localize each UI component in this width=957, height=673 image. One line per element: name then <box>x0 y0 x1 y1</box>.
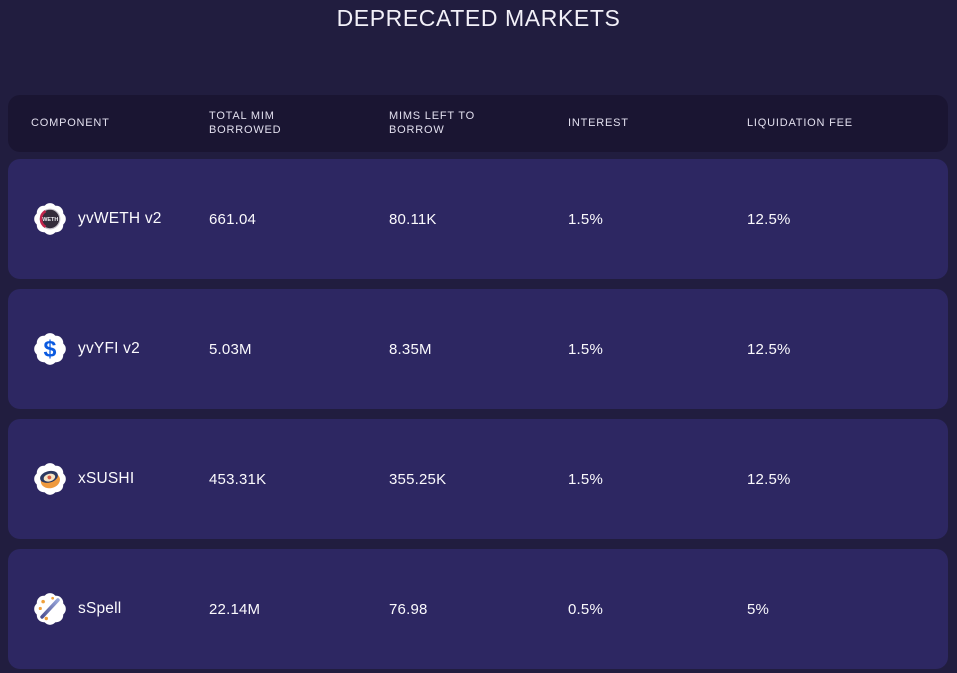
mims-left-to-borrow-value: 355.25K <box>389 470 447 488</box>
liquidation-fee-value: 12.5% <box>747 210 791 228</box>
yvyfi-token-icon: $ <box>34 333 66 365</box>
liquidation-fee-value: 5% <box>747 600 770 618</box>
svg-text:$: $ <box>44 336 57 362</box>
mims-left-to-borrow-value: 80.11K <box>389 210 437 228</box>
component-cell: WETH yvWETH v2 <box>31 200 209 238</box>
xsushi-token-icon <box>34 463 66 495</box>
table-header-row: COMPONENT TOTAL MIM BORROWED MIMS LEFT T… <box>8 95 948 152</box>
sspell-token-icon <box>34 593 66 625</box>
column-header-component: COMPONENT <box>31 116 110 129</box>
mims-left-to-borrow-value: 76.98 <box>389 600 428 618</box>
total-mim-borrowed-value: 453.31K <box>209 470 267 488</box>
component-label: xSUSHI <box>78 470 135 487</box>
mims-left-to-borrow-value: 8.35M <box>389 340 432 358</box>
interest-value: 0.5% <box>568 600 603 618</box>
component-cell: sSpell <box>31 590 209 628</box>
market-row-yvyfi-v2[interactable]: $ yvYFI v2 5.03M 8.35M 1.5% 12.5% <box>8 289 948 409</box>
interest-value: 1.5% <box>568 210 603 228</box>
deprecated-markets-table: COMPONENT TOTAL MIM BORROWED MIMS LEFT T… <box>8 95 948 669</box>
column-header-total-mim-borrowed: TOTAL MIM BORROWED <box>209 109 282 136</box>
component-cell: $ yvYFI v2 <box>31 330 209 368</box>
yvweth-token-icon: WETH <box>34 203 66 235</box>
column-header-interest: INTEREST <box>568 116 629 129</box>
table-body: WETH yvWETH v2 661.04 80.11K 1.5% 12.5% … <box>8 159 948 669</box>
interest-value: 1.5% <box>568 340 603 358</box>
market-row-yvweth-v2[interactable]: WETH yvWETH v2 661.04 80.11K 1.5% 12.5% <box>8 159 948 279</box>
svg-text:WETH: WETH <box>42 217 58 223</box>
column-header-mims-left-to-borrow: MIMS LEFT TO BORROW <box>389 109 476 136</box>
liquidation-fee-value: 12.5% <box>747 340 791 358</box>
page-title: DEPRECATED MARKETS <box>336 5 621 31</box>
total-mim-borrowed-value: 5.03M <box>209 340 252 358</box>
total-mim-borrowed-value: 22.14M <box>209 600 261 618</box>
column-header-liquidation-fee: LIQUIDATION FEE <box>747 116 853 129</box>
component-label: sSpell <box>78 600 122 617</box>
total-mim-borrowed-value: 661.04 <box>209 210 257 228</box>
interest-value: 1.5% <box>568 470 603 488</box>
market-row-xsushi[interactable]: xSUSHI 453.31K 355.25K 1.5% 12.5% <box>8 419 948 539</box>
component-label: yvYFI v2 <box>78 340 140 357</box>
market-row-sspell[interactable]: sSpell 22.14M 76.98 0.5% 5% <box>8 549 948 669</box>
liquidation-fee-value: 12.5% <box>747 470 791 488</box>
component-label: yvWETH v2 <box>78 210 162 227</box>
component-cell: xSUSHI <box>31 460 209 498</box>
